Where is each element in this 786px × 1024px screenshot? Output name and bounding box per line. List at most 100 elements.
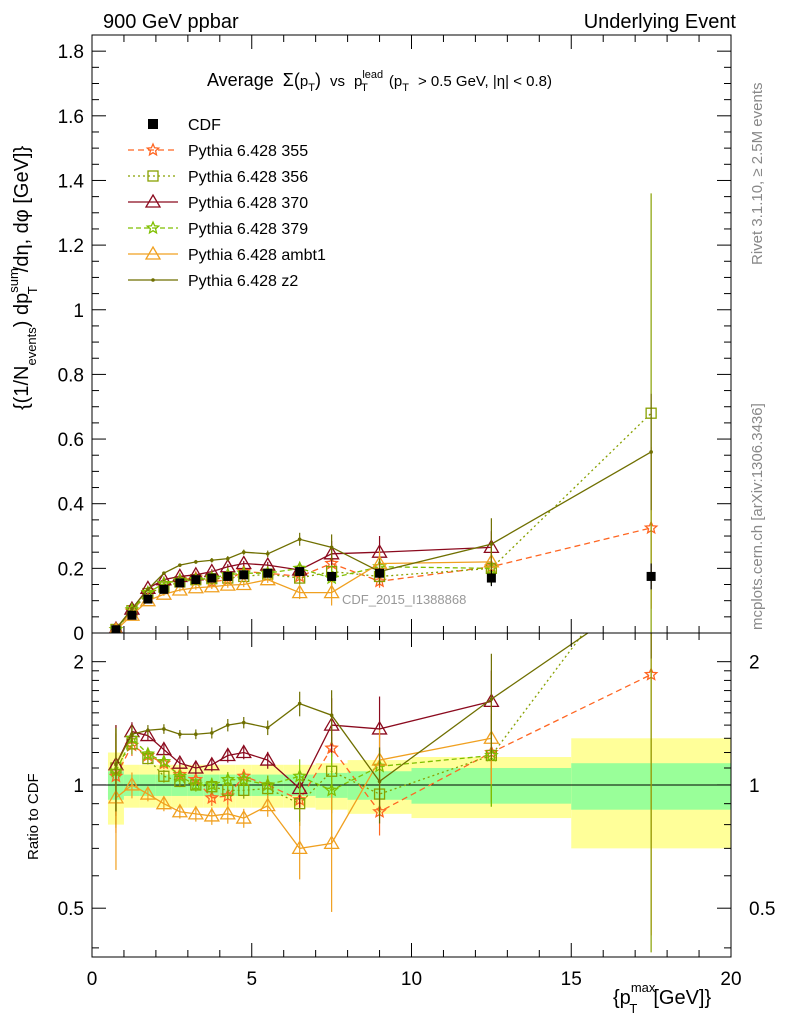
series-5-ratio-point bbox=[265, 725, 270, 730]
series-5-ratio-point bbox=[225, 723, 230, 727]
series-4-ratio-point bbox=[123, 776, 141, 791]
series-2-ratio-point bbox=[235, 744, 252, 759]
legend-item: Pythia 6.428 355 bbox=[128, 142, 308, 160]
series-3-ratio-point bbox=[172, 768, 188, 783]
ratio-y-tick-label: 1 bbox=[73, 776, 84, 797]
x-axis-label: {pmax T [GeV]} bbox=[613, 980, 711, 1016]
series-3-ratio-point bbox=[156, 753, 172, 768]
axes: 0 5 10 15 20 0 0.2 0.4 0.6 0.8 1 1.2 1.4 1.6 1.8 0.5 0.5… bbox=[58, 35, 775, 990]
data-point bbox=[327, 571, 337, 581]
series-4-point bbox=[291, 584, 308, 599]
uncertainty-bands bbox=[107, 738, 731, 849]
series-5-ratio-point bbox=[194, 732, 198, 737]
series-5-ratio-point bbox=[162, 727, 166, 731]
watermark: CDF_2015_I1388868 bbox=[342, 592, 466, 607]
series-4-ratio-point bbox=[259, 797, 276, 812]
series-5-point bbox=[489, 542, 494, 546]
legend-marker bbox=[145, 142, 161, 157]
series-5-ratio-point bbox=[210, 731, 214, 735]
series-2-ratio-line bbox=[115, 700, 492, 790]
data-point bbox=[375, 568, 385, 578]
ylabel-mid: ) dp bbox=[11, 293, 33, 327]
series-4-point bbox=[203, 578, 220, 593]
series-3-ratio-point bbox=[204, 777, 220, 792]
legend-item: CDF bbox=[148, 117, 221, 134]
data-point bbox=[646, 571, 656, 581]
series-layer bbox=[107, 193, 659, 953]
data-point bbox=[111, 625, 121, 633]
ratio-series-group bbox=[107, 633, 659, 953]
series-5-point bbox=[194, 560, 198, 564]
series-2-line bbox=[115, 546, 492, 630]
data-point bbox=[143, 594, 153, 604]
series-2-point bbox=[219, 558, 236, 573]
series-4-ratio-line bbox=[115, 737, 492, 850]
series-5-ratio-point bbox=[146, 728, 150, 733]
legend-item: Pythia 6.428 370 bbox=[128, 193, 308, 212]
x-tick-label: 5 bbox=[246, 969, 257, 990]
legend-label: Pythia 6.428 z2 bbox=[188, 273, 298, 290]
data-point bbox=[239, 570, 249, 580]
series-3-ratio-point bbox=[220, 772, 236, 786]
data-point bbox=[263, 568, 273, 578]
ylabel-tail: /dη, dφ [GeV]} bbox=[11, 146, 33, 273]
data-point bbox=[159, 584, 169, 594]
series-2-ratio-point bbox=[171, 754, 188, 769]
legend-label: Pythia 6.428 355 bbox=[188, 143, 308, 160]
title-sigma: Σ bbox=[283, 70, 294, 90]
y-tick-label: 0.2 bbox=[58, 559, 84, 580]
title-pt: p bbox=[300, 73, 308, 90]
ratio-y-tick-label-right: 2 bbox=[749, 653, 760, 674]
y-tick-label: 1.6 bbox=[58, 107, 84, 128]
title-pt2-sub: T bbox=[402, 82, 409, 94]
data-point bbox=[486, 573, 496, 583]
x-tick-label: 0 bbox=[87, 969, 98, 990]
legend-label: Pythia 6.428 356 bbox=[188, 169, 308, 186]
title-plead: p bbox=[354, 73, 362, 90]
data-point bbox=[295, 567, 305, 577]
series-3-ratio-point bbox=[324, 782, 339, 797]
series-4-ratio-point bbox=[139, 785, 157, 800]
series-3-ratio-point bbox=[292, 768, 308, 783]
ylabel-open: {(1/N bbox=[11, 366, 33, 410]
ylabel-t: T bbox=[25, 286, 40, 294]
series-4-ratio-point bbox=[171, 803, 188, 818]
series-5-point bbox=[329, 545, 334, 550]
series-5-ratio-point bbox=[329, 713, 334, 718]
y-tick-label: 1.2 bbox=[58, 236, 84, 257]
x-tick-label: 10 bbox=[401, 969, 422, 990]
legend-item: Pythia 6.428 ambt1 bbox=[128, 245, 326, 264]
legend-marker bbox=[144, 245, 162, 260]
series-4-point bbox=[235, 576, 252, 591]
series-4-ratio-point bbox=[291, 840, 308, 855]
ratio-y-tick-label-right: 1 bbox=[749, 776, 760, 797]
legend-item: Pythia 6.428 379 bbox=[128, 220, 308, 238]
series-5-ratio-point bbox=[241, 720, 246, 725]
series-5-point bbox=[210, 558, 214, 563]
title-pt-sub: T bbox=[308, 82, 315, 94]
series-4-point bbox=[171, 581, 188, 596]
series-2-ratio-point bbox=[203, 756, 220, 771]
series-5-point bbox=[146, 587, 150, 592]
series-5-ratio-point bbox=[114, 762, 118, 767]
series-2-ratio-point bbox=[139, 727, 157, 742]
data-point bbox=[127, 610, 137, 620]
series-5-point bbox=[225, 556, 230, 561]
header-right: Underlying Event bbox=[584, 11, 737, 33]
ylabel-sum: sum bbox=[6, 268, 21, 293]
legend-marker bbox=[151, 278, 155, 282]
xlabel-tail: [GeV]} bbox=[653, 987, 711, 1009]
series-4-point bbox=[187, 579, 204, 594]
series-5-ratio-point bbox=[178, 732, 182, 737]
series-5-point bbox=[649, 450, 653, 454]
ylabel-events: events bbox=[24, 327, 39, 366]
legend-marker bbox=[147, 170, 159, 182]
series-4-ratio-point bbox=[219, 805, 236, 820]
series-5-point bbox=[178, 563, 182, 567]
legend-marker bbox=[148, 119, 158, 129]
ratio-y-axis-label: Ratio to CDF bbox=[25, 773, 42, 860]
y-tick-label: 1.8 bbox=[58, 42, 84, 63]
series-3-ratio-point bbox=[236, 771, 252, 786]
xlabel-sup: max bbox=[631, 980, 656, 995]
